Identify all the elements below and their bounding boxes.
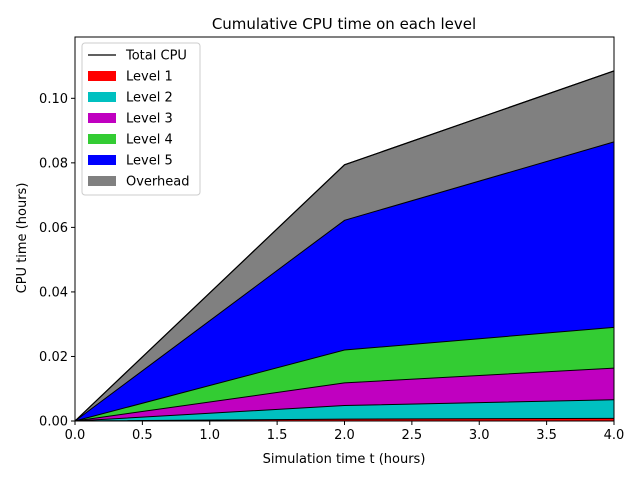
legend-swatch-level-2 xyxy=(88,92,116,102)
legend-label-level-1: Level 1 xyxy=(126,70,173,85)
y-tick-label: 0.02 xyxy=(39,350,68,365)
area-level-3 xyxy=(75,368,614,421)
y-axis-ticks: 0.00 0.02 0.04 0.06 0.08 0.10 xyxy=(39,92,75,430)
y-tick-label: 0.10 xyxy=(39,92,68,107)
x-tick-label: 3.5 xyxy=(536,428,557,443)
line-total-cpu xyxy=(74,70,615,422)
area-level-2 xyxy=(75,399,614,421)
legend-swatch-level-4 xyxy=(88,134,116,144)
area-level-5 xyxy=(75,141,614,421)
area-edge-level-3 xyxy=(74,367,615,422)
y-tick-label: 0.08 xyxy=(39,156,68,171)
legend-swatch-level-3 xyxy=(88,113,116,123)
x-tick-label: 2.0 xyxy=(334,428,355,443)
area-overhead xyxy=(75,70,614,421)
x-tick-label: 1.0 xyxy=(199,428,220,443)
area-edge-level-4 xyxy=(74,326,615,422)
area-edge-level-5 xyxy=(74,141,615,422)
legend-label-level-2: Level 2 xyxy=(126,91,173,106)
legend-swatch-overhead xyxy=(88,176,116,186)
legend-label-overhead: Overhead xyxy=(126,175,190,190)
x-tick-label: 0.5 xyxy=(132,428,153,443)
x-axis-label: Simulation time t (hours) xyxy=(263,452,426,467)
y-axis-label: CPU time (hours) xyxy=(15,183,30,294)
x-tick-label: 1.5 xyxy=(267,428,288,443)
y-tick-label: 0.06 xyxy=(39,221,68,236)
legend-label-level-3: Level 3 xyxy=(126,112,173,127)
x-axis-ticks: 0.0 0.5 1.0 1.5 2.0 2.5 3.0 3.5 4.0 xyxy=(65,421,625,443)
y-tick-label: 0.00 xyxy=(39,415,68,430)
area-edge-level-1 xyxy=(74,417,615,422)
legend-swatch-level-1 xyxy=(88,71,116,81)
legend: Total CPU Level 1 Level 2 Level 3 Level 4 Lev… xyxy=(81,42,201,196)
x-tick-label: 3.0 xyxy=(469,428,490,443)
chart-title: Cumulative CPU time on each level xyxy=(212,15,476,33)
area-level-4 xyxy=(75,327,614,421)
x-tick-label: 2.5 xyxy=(402,428,423,443)
area-layers xyxy=(75,70,614,421)
legend-label-level-5: Level 5 xyxy=(126,154,173,169)
boundary-lines xyxy=(74,70,615,422)
legend-label-total-cpu: Total CPU xyxy=(125,49,187,64)
x-tick-label: 4.0 xyxy=(604,428,625,443)
area-edge-level-2 xyxy=(74,399,615,422)
legend-swatch-level-5 xyxy=(88,155,116,165)
x-tick-label: 0.0 xyxy=(65,428,86,443)
legend-label-level-4: Level 4 xyxy=(126,133,173,148)
y-tick-label: 0.04 xyxy=(39,285,68,300)
